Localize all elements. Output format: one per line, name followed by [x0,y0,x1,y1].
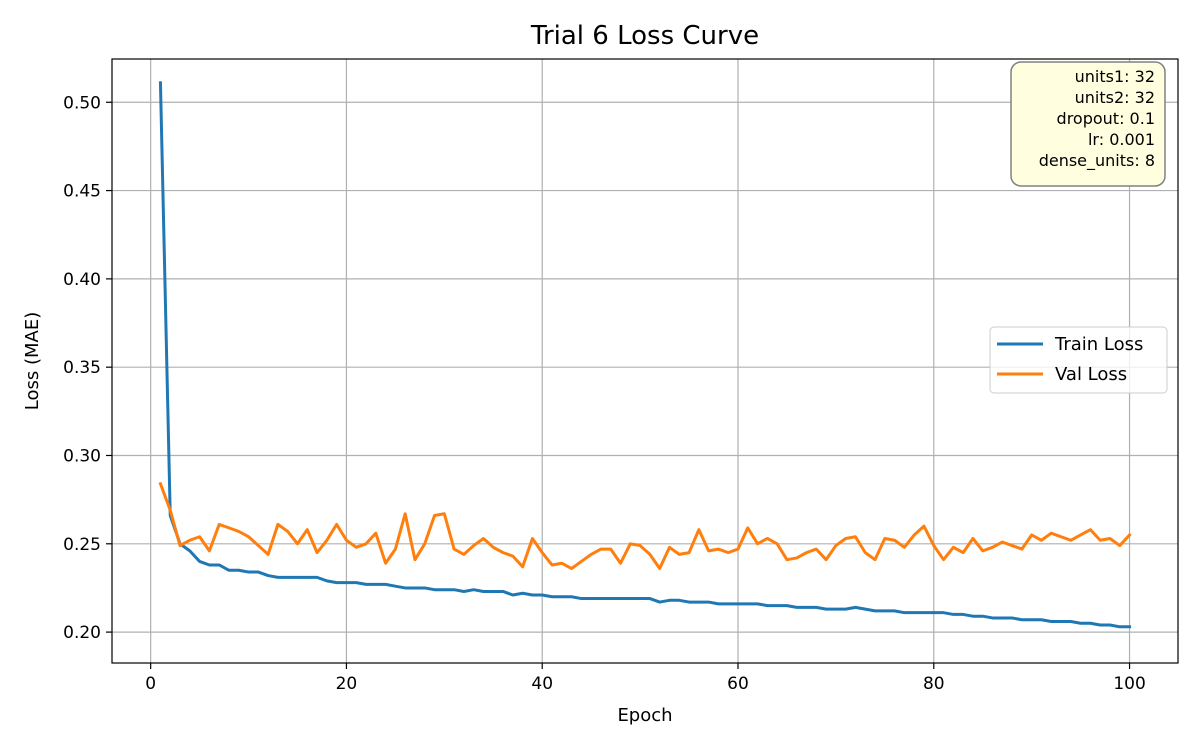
y-axis-label: Loss (MAE) [22,312,43,410]
param-lr: lr: 0.001 [1088,130,1155,149]
param-dropout: dropout: 0.1 [1057,109,1155,128]
legend-label-train-loss: Train Loss [1054,334,1143,355]
y-tick-label: 0.30 [63,446,101,466]
series-line-train-loss [158,81,1132,629]
y-tick-label: 0.45 [63,182,101,202]
axis-ticks: 0 20 40 60 80 100 0.20 0.25 0.30 0.35 0.40 0.45 0.50 [63,93,1146,694]
param-units1: units1: 32 [1075,67,1155,86]
x-tick-label: 0 [145,674,156,694]
y-tick-label: 0.35 [63,358,101,378]
x-tick-label: 100 [1113,674,1145,694]
hyperparameter-box-background [1010,61,1166,187]
y-tick-label: 0.50 [63,93,101,113]
series-layer [158,81,1132,629]
y-tick-label: 0.20 [63,623,101,643]
legend: Train Loss Val Loss [989,326,1168,394]
y-tick-label: 0.40 [63,270,101,290]
series-line-val-loss [158,481,1132,571]
x-tick-label: 60 [727,674,749,694]
param-dense-units: dense_units: 8 [1039,151,1155,171]
y-tick-label: 0.25 [63,535,101,555]
param-units2: units2: 32 [1075,88,1155,107]
chart-title: Trial 6 Loss Curve [530,21,759,51]
x-tick-label: 20 [336,674,358,694]
x-tick-label: 40 [531,674,553,694]
x-tick-label: 80 [923,674,945,694]
plot-frame [111,58,1179,664]
hyperparameter-box: units1: 32 units2: 32 dropout: 0.1 lr: 0… [1010,61,1166,187]
legend-label-val-loss: Val Loss [1055,364,1127,385]
x-axis-label: Epoch [617,705,672,726]
